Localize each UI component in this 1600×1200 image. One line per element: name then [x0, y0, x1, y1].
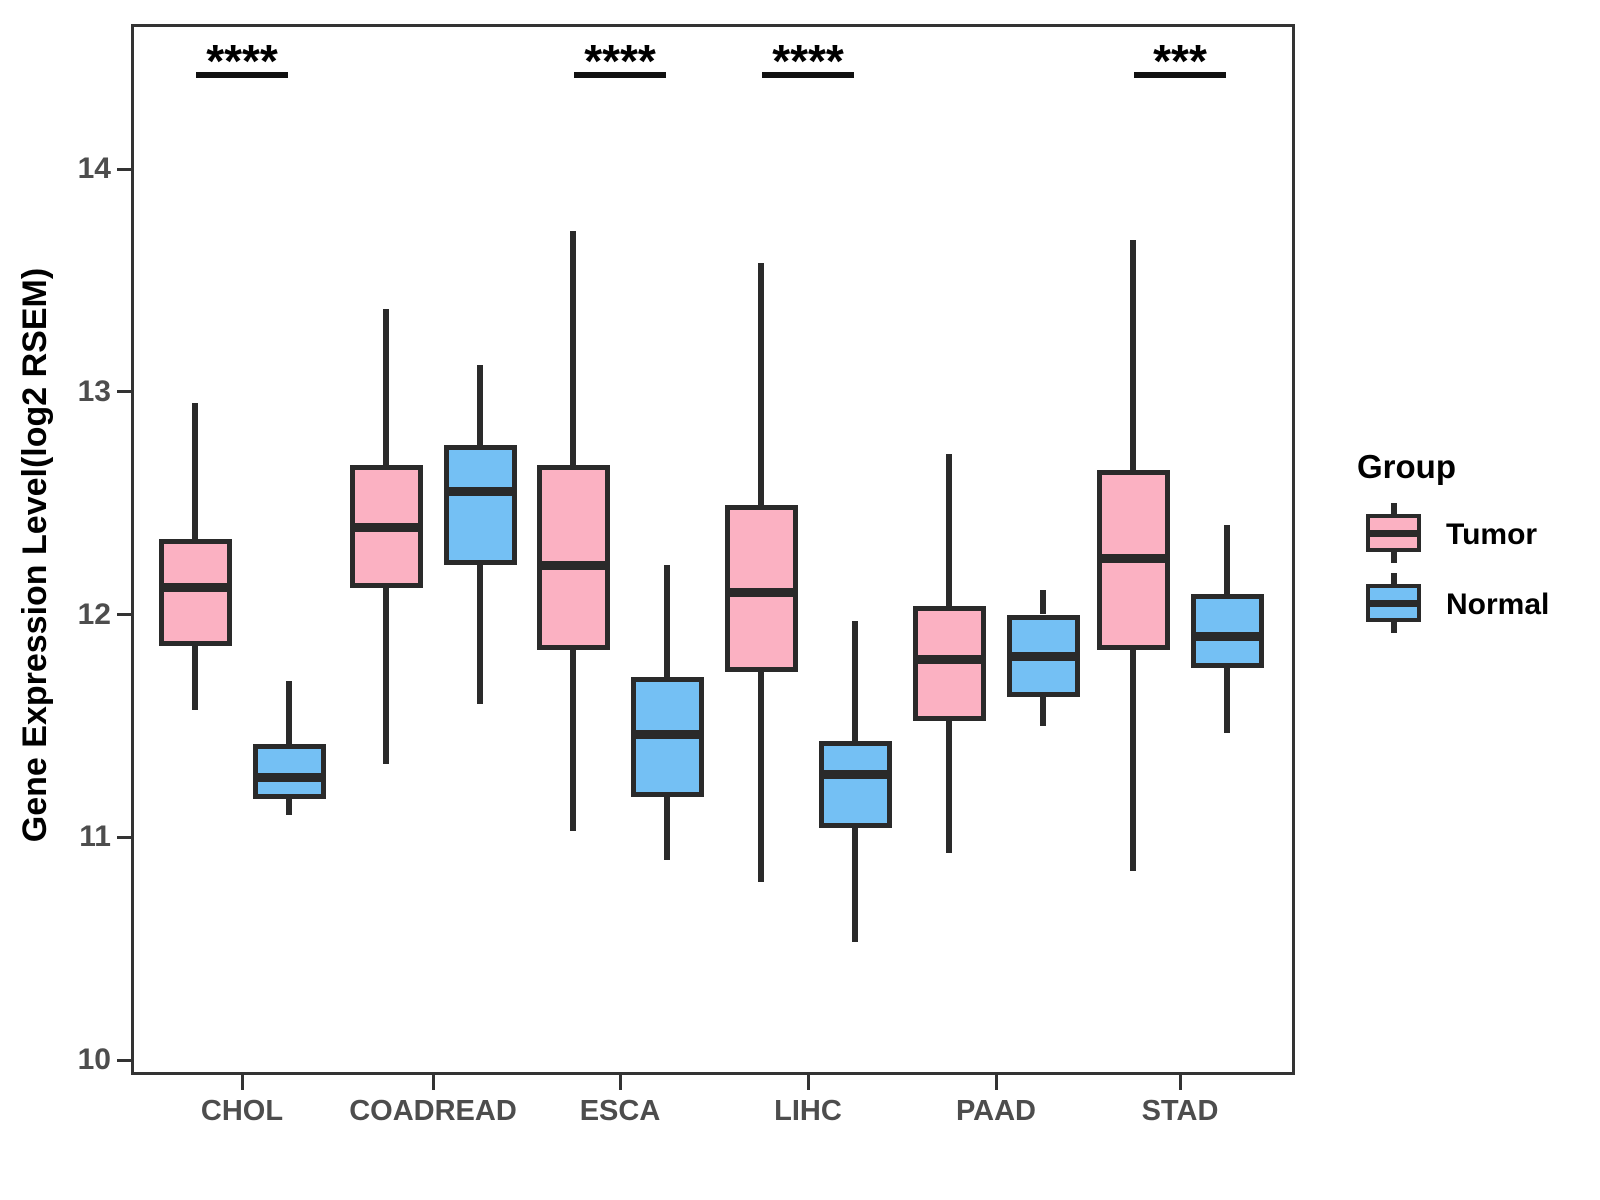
x-axis-tick — [240, 1075, 244, 1090]
x-axis-tick-label: PAAD — [955, 1095, 1037, 1127]
median-normal-chol — [252, 772, 326, 782]
x-axis-tick-label: LIHC — [774, 1095, 842, 1127]
whisker-lower-tumor-chol — [192, 645, 198, 711]
whisker-lower-normal-coadread — [477, 565, 483, 704]
whisker-upper-normal-lihc — [852, 621, 858, 742]
whisker-upper-normal-paad — [1040, 589, 1046, 615]
significance-bar-stad — [1134, 72, 1226, 78]
tumor-boxplot-glyph-icon — [1366, 503, 1421, 563]
box-normal-chol — [252, 743, 326, 800]
whisker-upper-normal-chol — [286, 681, 292, 744]
whisker-upper-tumor-stad — [1130, 240, 1136, 470]
y-axis-tick — [117, 390, 131, 394]
whisker-lower-tumor-paad — [946, 721, 952, 853]
x-axis-tick — [806, 1075, 810, 1090]
x-axis-tick — [1178, 1075, 1182, 1090]
significance-stars-esca: **** — [584, 35, 656, 87]
significance-stars-chol: **** — [206, 35, 278, 87]
y-axis-tick — [117, 835, 131, 839]
legend-title: Group — [1357, 448, 1456, 485]
box-tumor-esca — [536, 465, 610, 651]
whisker-lower-tumor-lihc — [758, 672, 764, 882]
x-axis-tick — [994, 1075, 998, 1090]
x-axis-tick-label: STAD — [1141, 1095, 1219, 1127]
normal-boxplot-glyph-icon — [1366, 573, 1421, 633]
legend-item-tumor: Tumor — [1330, 503, 1590, 573]
x-axis-tick-label: CHOL — [200, 1095, 284, 1127]
median-tumor-coadread — [349, 523, 423, 533]
legend-label-tumor: Tumor — [1446, 518, 1538, 551]
whisker-upper-tumor-coadread — [383, 309, 389, 466]
median-normal-coadread — [443, 487, 517, 497]
whisker-lower-tumor-esca — [570, 650, 576, 831]
y-axis-tick-label: 10 — [77, 1043, 111, 1076]
whisker-lower-normal-paad — [1040, 696, 1046, 726]
box-normal-lihc — [818, 741, 892, 829]
median-normal-paad — [1006, 652, 1080, 662]
significance-stars-stad: *** — [1153, 35, 1207, 87]
significance-stars-lihc: **** — [772, 35, 844, 87]
significance-bar-lihc — [762, 72, 854, 78]
x-axis-tick — [431, 1075, 435, 1090]
legend-label-normal: Normal — [1446, 588, 1550, 621]
y-axis-tick — [117, 613, 131, 616]
whisker-lower-tumor-coadread — [383, 587, 389, 764]
whisker-lower-normal-chol — [286, 799, 292, 815]
median-tumor-stad — [1096, 554, 1170, 564]
legend-item-normal: Normal — [1330, 573, 1590, 643]
x-axis-tick-label: ESCA — [579, 1095, 661, 1127]
y-axis-tick-label: 11 — [79, 820, 111, 854]
legend: Group Tumor Normal — [1330, 440, 1590, 670]
median-tumor-chol — [158, 583, 232, 593]
glyph-median — [1366, 600, 1421, 607]
whisker-upper-tumor-lihc — [758, 262, 764, 506]
whisker-lower-normal-esca — [664, 797, 670, 860]
y-axis-tick-label: 12 — [77, 597, 111, 631]
median-tumor-lihc — [724, 587, 798, 597]
whisker-lower-tumor-stad — [1130, 650, 1136, 871]
median-normal-lihc — [818, 770, 892, 780]
whisker-upper-tumor-paad — [946, 454, 952, 606]
whisker-upper-normal-coadread — [477, 365, 483, 446]
whisker-upper-normal-stad — [1224, 525, 1230, 595]
median-tumor-esca — [536, 560, 610, 570]
box-normal-coadread — [443, 445, 517, 566]
median-tumor-paad — [912, 654, 986, 664]
x-axis-tick — [618, 1075, 622, 1090]
whisker-lower-normal-stad — [1224, 667, 1230, 733]
significance-bar-esca — [574, 72, 666, 78]
whisker-upper-tumor-chol — [192, 402, 198, 539]
box-normal-stad — [1190, 594, 1264, 668]
y-axis-tick-label: 14 — [77, 152, 111, 185]
y-axis-tick-label: 13 — [77, 374, 111, 408]
whisker-lower-normal-lihc — [852, 828, 858, 942]
y-axis-tick — [117, 1058, 131, 1062]
whisker-upper-normal-esca — [664, 565, 670, 677]
y-axis-tick — [117, 167, 131, 171]
median-normal-stad — [1190, 632, 1264, 642]
x-axis-tick-label: COADREAD — [349, 1095, 517, 1127]
whisker-upper-tumor-esca — [570, 231, 576, 466]
significance-bar-chol — [196, 72, 288, 78]
median-normal-esca — [630, 730, 704, 740]
y-axis-title: Gene Expression Level(log2 RSEM) — [16, 267, 54, 843]
glyph-median — [1366, 530, 1421, 537]
